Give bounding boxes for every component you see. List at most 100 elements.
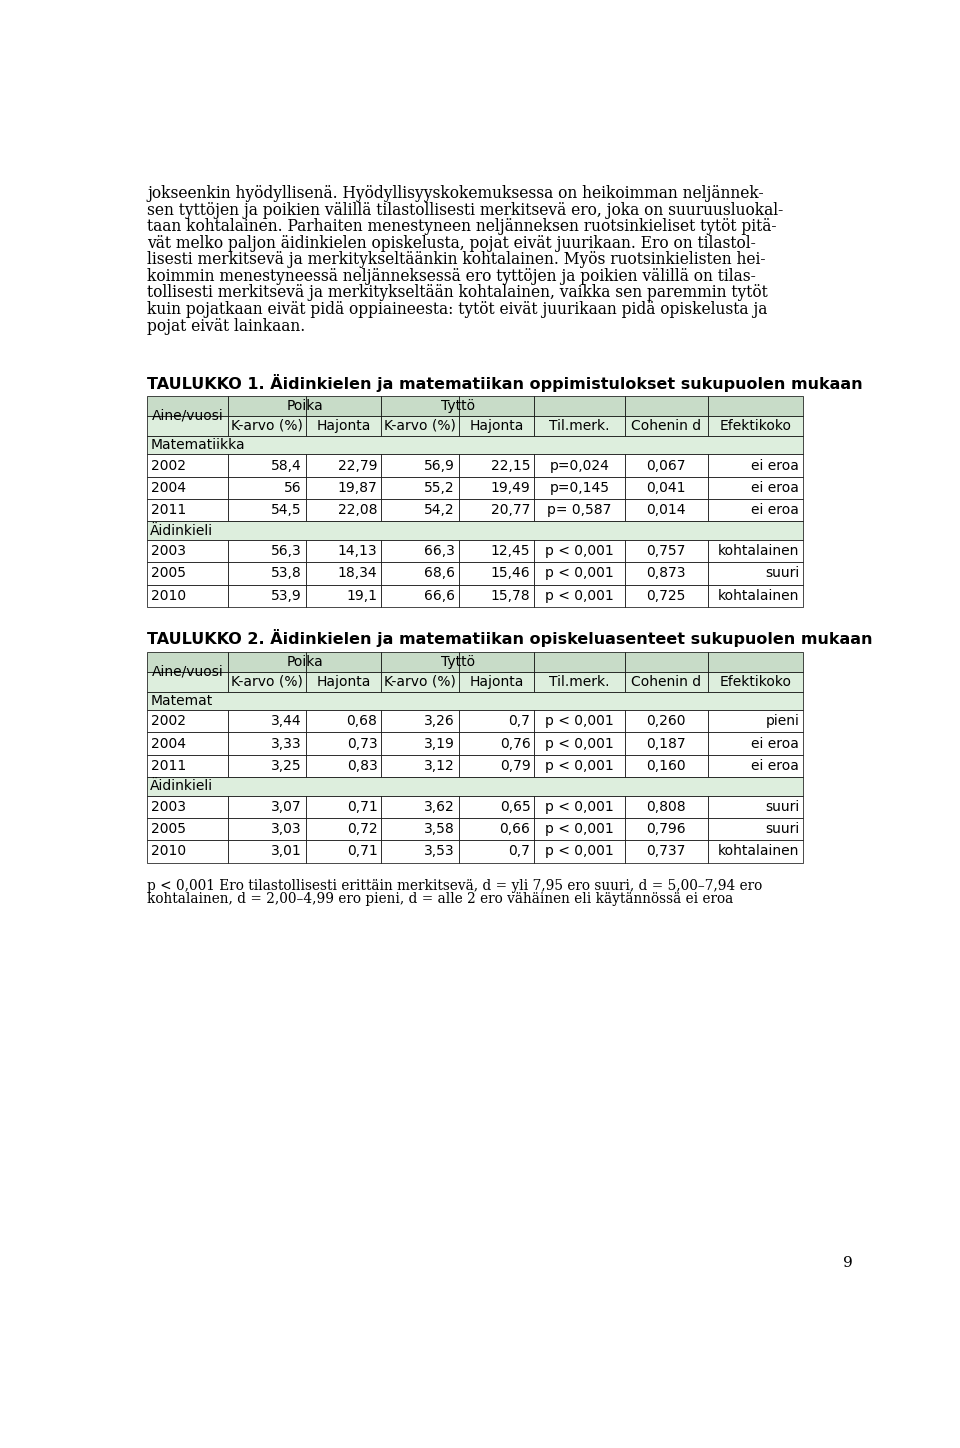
Text: 0,737: 0,737 [646,844,685,859]
Text: 0,66: 0,66 [499,822,531,835]
Bar [535,652,625,672]
Text: p < 0,001: p < 0,001 [545,737,613,750]
Text: 53,8: 53,8 [271,566,302,581]
Bar [306,585,381,607]
Bar [708,540,803,562]
Bar [228,455,306,476]
Bar [708,562,803,585]
Text: p=0,145: p=0,145 [549,481,610,495]
Bar [306,710,381,733]
Text: Poika: Poika [286,398,324,413]
Bar [625,840,708,863]
Text: 2005: 2005 [151,566,186,581]
Text: 2003: 2003 [151,799,186,814]
Bar [459,395,535,416]
Bar [535,672,625,692]
Text: 66,3: 66,3 [424,544,455,557]
Text: 0,79: 0,79 [500,759,531,773]
Bar [459,476,535,500]
Bar [306,500,381,521]
Bar [147,436,803,455]
Text: 2004: 2004 [151,481,186,495]
Text: ei eroa: ei eroa [752,481,799,495]
Text: p < 0,001 Ero tilastollisesti erittäin merkitsevä, d = yli 7,95 ero suuri, d = 5: p < 0,001 Ero tilastollisesti erittäin m… [147,879,762,893]
Text: 22,15: 22,15 [491,459,531,472]
Text: 3,26: 3,26 [424,714,455,728]
Bar [228,476,306,500]
Bar [459,818,535,840]
Text: 3,12: 3,12 [424,759,455,773]
Text: Tyttö: Tyttö [441,654,475,669]
Bar [381,672,459,692]
Text: Matematiikka: Matematiikka [150,439,245,452]
Bar [459,672,535,692]
Text: p < 0,001: p < 0,001 [545,589,613,602]
Text: 0,71: 0,71 [347,844,377,859]
Bar [459,795,535,818]
Bar [147,754,228,778]
Text: Hajonta: Hajonta [469,675,524,689]
Text: p < 0,001: p < 0,001 [545,844,613,859]
Bar [381,652,459,672]
Bar [625,562,708,585]
Bar [306,476,381,500]
Bar [147,416,228,436]
Bar [306,818,381,840]
Bar [381,840,459,863]
Text: K-arvo (%): K-arvo (%) [384,418,456,433]
Text: vät melko paljon äidinkielen opiskelusta, pojat eivät juurikaan. Ero on tilastol: vät melko paljon äidinkielen opiskelusta… [147,235,756,252]
Bar [535,395,625,416]
Text: K-arvo (%): K-arvo (%) [231,418,303,433]
Text: 12,45: 12,45 [491,544,531,557]
Bar [381,562,459,585]
Bar [708,416,803,436]
Text: 22,08: 22,08 [338,504,377,517]
Bar [459,500,535,521]
Bar [708,710,803,733]
Text: ei eroa: ei eroa [752,459,799,472]
Text: 2003: 2003 [151,544,186,557]
Bar [381,395,459,416]
Bar [459,455,535,476]
Bar [306,455,381,476]
Text: Matemat: Matemat [150,694,212,708]
Text: Tyttö: Tyttö [441,398,475,413]
Bar [625,710,708,733]
Bar [625,795,708,818]
Bar [535,540,625,562]
Text: 58,4: 58,4 [271,459,302,472]
Text: 0,873: 0,873 [646,566,686,581]
Bar [147,585,228,607]
Text: 22,79: 22,79 [338,459,377,472]
Bar [306,672,381,692]
Text: kohtalainen: kohtalainen [718,589,799,602]
Bar [625,395,708,416]
Text: 19,87: 19,87 [338,481,377,495]
Bar [459,710,535,733]
Text: p= 0,587: p= 0,587 [547,504,612,517]
Text: tollisesti merkitsevä ja merkitykseltään kohtalainen, vaikka sen paremmin tytöt: tollisesti merkitsevä ja merkitykseltään… [147,284,768,301]
Text: 2005: 2005 [151,822,186,835]
Bar [535,585,625,607]
Bar [625,455,708,476]
Text: kohtalainen: kohtalainen [718,544,799,557]
Bar [228,395,306,416]
Bar [147,778,803,795]
Text: kuin pojatkaan eivät pidä oppiaineesta: tytöt eivät juurikaan pidä opiskelusta j: kuin pojatkaan eivät pidä oppiaineesta: … [147,301,767,319]
Bar [228,754,306,778]
Bar [459,840,535,863]
Text: 3,03: 3,03 [272,822,302,835]
Text: Cohenin d: Cohenin d [631,418,701,433]
Text: 0,160: 0,160 [646,759,686,773]
Text: 0,76: 0,76 [500,737,531,750]
Text: 3,01: 3,01 [271,844,302,859]
Bar [708,455,803,476]
Text: 0,725: 0,725 [646,589,685,602]
Text: Äidinkieli: Äidinkieli [150,524,213,537]
Text: pojat eivät lainkaan.: pojat eivät lainkaan. [147,317,305,334]
Bar [625,476,708,500]
Bar [147,652,228,672]
Text: 0,014: 0,014 [646,504,686,517]
Bar [381,500,459,521]
Text: 68,6: 68,6 [424,566,455,581]
